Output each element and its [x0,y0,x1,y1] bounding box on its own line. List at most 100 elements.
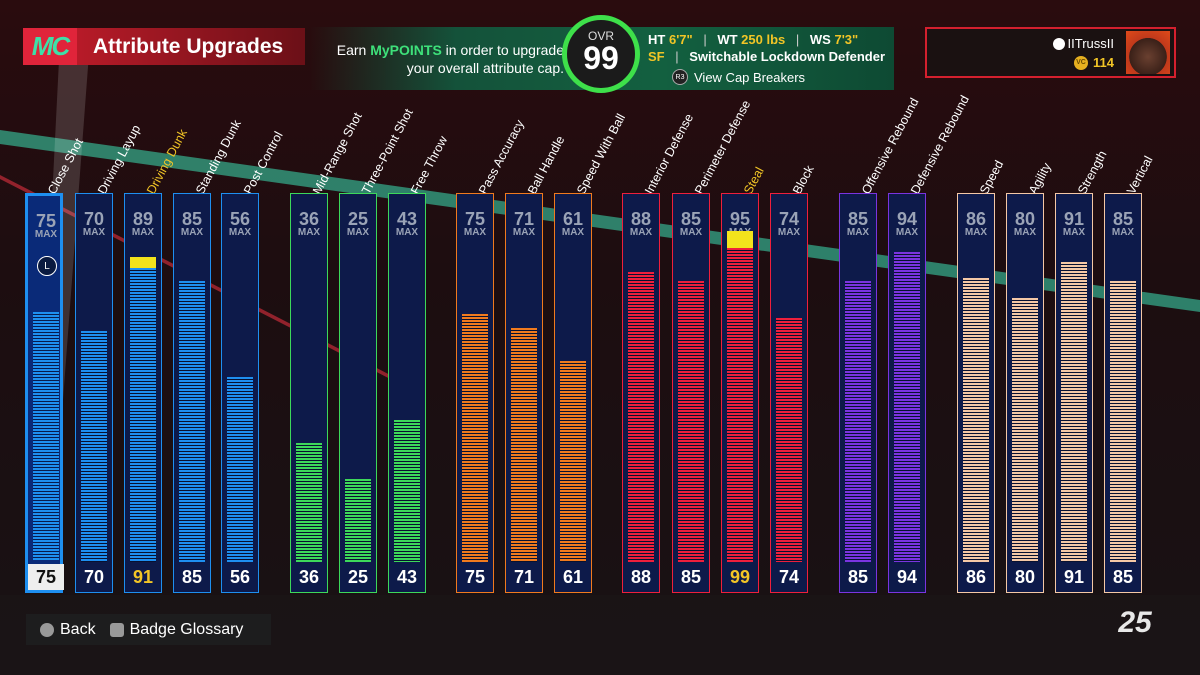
mypoints-highlight: MyPOINTS [370,42,442,58]
badge-glossary-button[interactable]: Badge Glossary [129,620,244,638]
attribute-value: 43 [396,567,418,587]
attribute-column[interactable]: Close Shot 75 MAX L 75 [25,0,86,675]
attribute-value: 80 [1014,567,1036,587]
attribute-cap: 94 [896,209,918,229]
attribute-fill [845,281,871,562]
max-label: MAX [629,227,653,238]
attribute-value: 75 [28,564,64,590]
attribute-fill [776,318,802,562]
attribute-column[interactable]: Pass Accuracy 75 MAX 75 [456,0,527,675]
attribute-name: Speed [977,158,1007,197]
player-measurements: HT 6'7" | WT 250 lbs | WS 7'3" [648,32,858,47]
attribute-value: 71 [513,567,535,587]
attribute-value: 85 [1112,567,1134,587]
attribute-bar: 36 MAX 36 [290,193,328,593]
archetype-value: Switchable Lockdown Defender [689,49,886,64]
view-cap-breakers-button[interactable]: R3 View Cap Breakers [672,69,805,85]
attribute-column[interactable]: Driving Dunk 89 MAX 91 [124,0,190,675]
attribute-column[interactable]: Standing Dunk 85 MAX 85 [173,0,244,675]
title-banner: MC Attribute Upgrades [23,28,305,65]
attribute-column[interactable]: Free Throw 43 MAX 43 [388,0,450,675]
attribute-value: 36 [298,567,320,587]
attribute-fill [511,328,537,562]
max-label: MAX [1013,227,1037,238]
attribute-value: 85 [680,567,702,587]
attribute-fill [1012,298,1038,562]
profile-panel: IITrussII VC 114 [925,27,1176,78]
attribute-value: 94 [896,567,918,587]
playstation-icon [1052,37,1065,50]
attribute-cap: 95 [729,209,751,229]
attribute-column[interactable]: Driving Layup 70 MAX 70 [75,0,143,675]
attribute-column[interactable]: Ball Handle 71 MAX 71 [505,0,567,675]
attribute-cap: 36 [298,209,320,229]
attribute-fill [462,314,488,562]
attribute-fill [81,331,107,562]
ovr-value: 99 [583,40,619,76]
attribute-bar: 75 MAX 75 [456,193,494,593]
attribute-column[interactable]: Agility 80 MAX 80 [1006,0,1054,675]
attribute-cap: 75 [35,211,57,231]
attribute-name: Agility [1026,160,1055,197]
attribute-fill [394,420,420,562]
attribute-cap: 80 [1014,209,1036,229]
attribute-bar: 61 MAX 61 [554,193,592,593]
attribute-column[interactable]: Mid-Range Shot 36 MAX 36 [290,0,365,675]
attribute-name: Free Throw [408,133,451,197]
max-label: MAX [34,229,58,240]
attribute-bar: 88 MAX 88 [622,193,660,593]
attribute-cap: 85 [680,209,702,229]
attribute-value: 88 [630,567,652,587]
attribute-bar: 75 MAX L 75 [25,193,64,593]
max-label: MAX [561,227,585,238]
mycareer-logo: MC [23,28,77,65]
attribute-fill [963,278,989,562]
attribute-column[interactable]: Three-Point Shot 25 MAX 25 [339,0,416,675]
attribute-column[interactable]: Offensive Rebound 85 MAX 85 [839,0,921,675]
separator: | [703,32,707,47]
weight-value: 250 lbs [741,32,786,47]
attribute-name: Speed With Ball [574,111,629,197]
attribute-bar: 43 MAX 43 [388,193,426,593]
attribute-bar: 95MAX99 [721,193,759,593]
attribute-fill [33,312,59,560]
attribute-column[interactable]: Steal95MAX99 [721,0,767,675]
attribute-boost [130,257,156,268]
attribute-fill [179,281,205,562]
attribute-fill [1061,262,1087,562]
attribute-fill [894,252,920,562]
attribute-fill [227,377,253,562]
attribute-column[interactable]: Vertical 85 MAX 85 [1104,0,1156,675]
attribute-cap: 86 [965,209,987,229]
back-button[interactable]: Back [60,620,96,638]
separator: | [795,32,800,47]
attribute-value: 74 [778,567,800,587]
attribute-bar: 25 MAX 25 [339,193,377,593]
attribute-bar: 94 MAX 94 [888,193,926,593]
attribute-column[interactable]: Post Control 56 MAX 56 [221,0,286,675]
max-label: MAX [512,227,536,238]
attribute-cap: 56 [229,209,251,229]
vc-amount: 114 [1093,55,1114,70]
attribute-column[interactable]: Interior Defense 88 MAX 88 [622,0,696,675]
attribute-cap: 25 [347,209,369,229]
attribute-cap: 85 [847,209,869,229]
page-title: Attribute Upgrades [93,34,284,58]
attribute-column[interactable]: Strength 91 MAX 91 [1055,0,1110,675]
attribute-column[interactable]: Block 74 MAX 74 [770,0,817,675]
attribute-cap: 71 [513,209,535,229]
attribute-column[interactable]: Defensive Rebound 94 MAX 94 [888,0,972,675]
max-label: MAX [82,227,106,238]
attribute-name: Vertical [1124,153,1156,197]
attribute-column[interactable]: Speed 86 MAX 86 [957,0,1006,675]
attribute-fill [678,281,704,562]
vc-balance: VC 114 [1074,55,1114,70]
attribute-value: 85 [181,567,203,587]
mypoints-hint: Earn MyPOINTS in order to upgrade your o… [332,41,564,77]
circle-button-icon [40,622,54,637]
attribute-column[interactable]: Perimeter Defense 85 MAX 85 [672,0,753,675]
position-value: SF [648,49,665,64]
attribute-column[interactable]: Speed With Ball 61 MAX 61 [554,0,628,675]
separator: | [675,49,679,64]
attribute-value: 25 [347,567,369,587]
